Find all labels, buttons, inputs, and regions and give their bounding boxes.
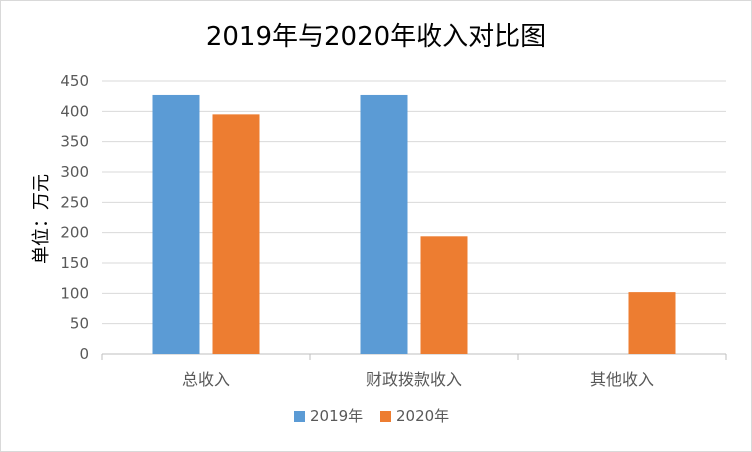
- legend-swatch: [294, 411, 305, 422]
- bars: [152, 94, 676, 354]
- y-tick-label: 0: [79, 345, 89, 363]
- y-tick-label: 200: [60, 224, 89, 242]
- legend-swatch: [380, 411, 391, 422]
- bar-2019年-财政拨款收入: [360, 94, 408, 354]
- y-tick-label: 50: [70, 315, 89, 333]
- y-tick-label: 250: [60, 193, 89, 211]
- y-tick-label: 300: [60, 163, 89, 181]
- bar-2019年-总收入: [152, 94, 200, 354]
- x-category-label: 其他收入: [590, 370, 654, 389]
- bar-2020年-财政拨款收入: [420, 236, 468, 354]
- y-tick-label: 450: [60, 72, 89, 90]
- x-category-label: 总收入: [182, 370, 230, 389]
- y-tick-label: 400: [60, 102, 89, 120]
- x-category-label: 财政拨款收入: [366, 370, 462, 389]
- bar-2020年-其他收入: [628, 292, 676, 354]
- y-tick-label: 100: [60, 284, 89, 302]
- legend-label: 2020年: [396, 407, 449, 425]
- legend-label: 2019年: [310, 407, 363, 425]
- bar-2020年-总收入: [212, 114, 260, 354]
- gridlines: [102, 80, 726, 355]
- chart-title: 2019年与2020年收入对比图: [206, 22, 546, 52]
- y-axis-ticks: 0 50 100 150 200 250 300 350 400 450: [60, 72, 89, 363]
- legend: 2019年 2020年: [294, 407, 449, 425]
- y-tick-label: 150: [60, 254, 89, 272]
- x-axis: 总收入 财政拨款收入 其他收入: [101, 354, 727, 389]
- y-axis-label: 单位：万元: [31, 174, 52, 264]
- y-tick-label: 350: [60, 133, 89, 151]
